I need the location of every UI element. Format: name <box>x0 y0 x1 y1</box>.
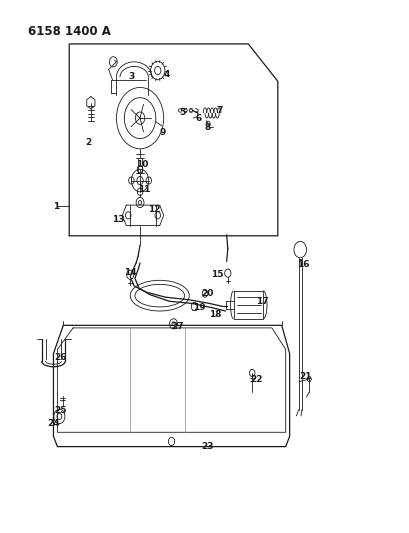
Text: 1: 1 <box>53 201 60 211</box>
Text: 16: 16 <box>297 261 309 270</box>
Text: 13: 13 <box>112 215 125 224</box>
Text: 25: 25 <box>54 406 67 415</box>
Text: 8: 8 <box>204 123 211 132</box>
Text: 26: 26 <box>54 353 67 362</box>
Text: 6158 1400 A: 6158 1400 A <box>28 25 110 38</box>
Text: 3: 3 <box>128 71 134 80</box>
Text: 7: 7 <box>216 106 222 115</box>
Text: 9: 9 <box>160 128 166 137</box>
Text: 4: 4 <box>163 70 170 79</box>
Text: 18: 18 <box>209 310 221 319</box>
Text: 11: 11 <box>138 185 150 193</box>
Text: 12: 12 <box>148 205 160 214</box>
Text: 2: 2 <box>85 138 91 147</box>
Text: 17: 17 <box>256 297 268 306</box>
Text: 22: 22 <box>249 375 262 384</box>
Text: 6: 6 <box>195 114 201 123</box>
Text: 5: 5 <box>179 109 185 117</box>
Text: 23: 23 <box>200 442 213 451</box>
Text: 21: 21 <box>299 372 311 381</box>
Text: 15: 15 <box>210 270 223 279</box>
Text: 10: 10 <box>136 160 148 168</box>
Text: 19: 19 <box>193 303 205 312</box>
Text: 24: 24 <box>47 419 60 428</box>
Text: 14: 14 <box>124 268 137 277</box>
Text: 20: 20 <box>200 288 213 297</box>
Text: 27: 27 <box>171 322 184 331</box>
